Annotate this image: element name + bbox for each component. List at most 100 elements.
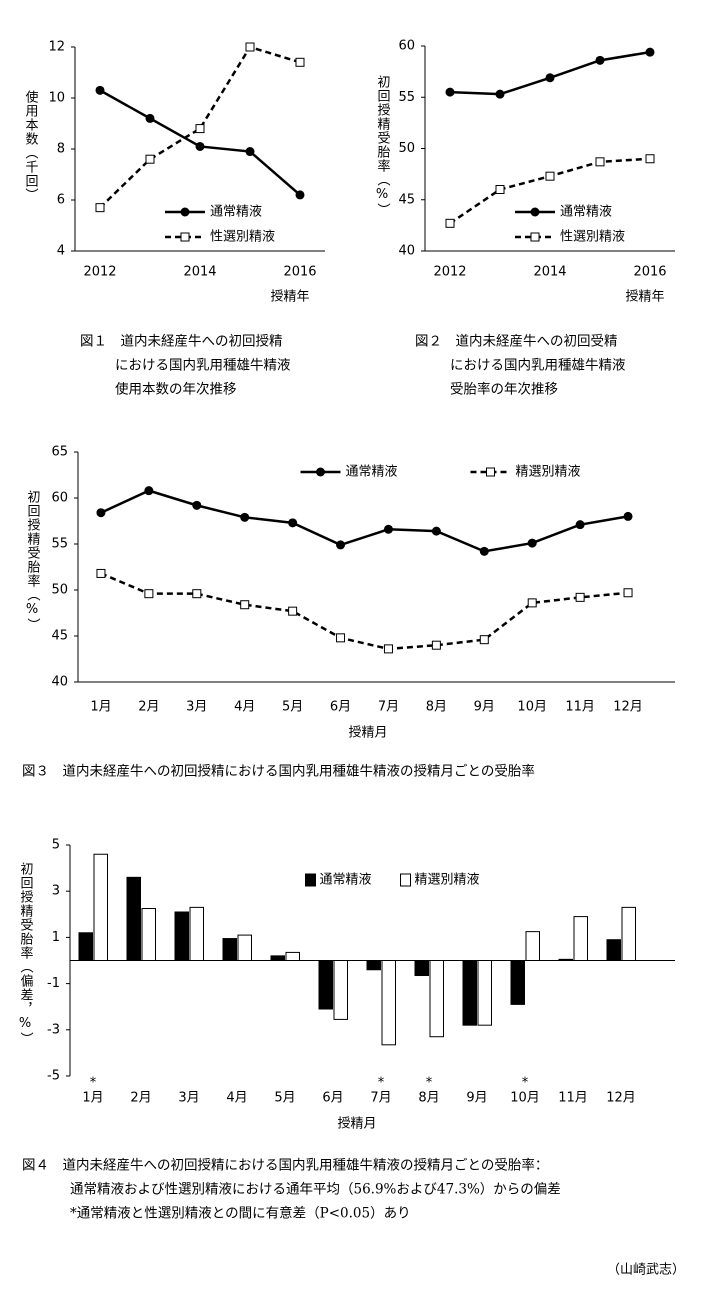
point bbox=[575, 592, 585, 602]
point bbox=[545, 73, 555, 83]
x-tick-label: 2012 bbox=[433, 265, 466, 280]
y-tick-label: 3 bbox=[52, 884, 60, 899]
y-tick-label: 45 bbox=[398, 192, 415, 207]
x-axis-label: 授精年 bbox=[270, 290, 309, 305]
point bbox=[645, 47, 655, 57]
y-tick-label: 4 bbox=[57, 244, 65, 259]
x-tick-label: 2012 bbox=[83, 265, 116, 280]
point bbox=[445, 218, 455, 228]
y-tick-label: 5 bbox=[52, 838, 60, 853]
x-tick-label: 6月 bbox=[330, 700, 351, 715]
x-tick-label: 1月 bbox=[82, 1091, 103, 1106]
bar bbox=[429, 960, 444, 1038]
x-tick-label: 8月 bbox=[418, 1091, 439, 1106]
point bbox=[245, 42, 255, 52]
y-tick-label: -3 bbox=[47, 1022, 60, 1037]
x-tick-label: 6月 bbox=[322, 1091, 343, 1106]
bar bbox=[222, 938, 237, 961]
significance-mark: * bbox=[426, 1076, 433, 1091]
y-tick-label: 55 bbox=[51, 537, 68, 552]
point bbox=[479, 635, 489, 645]
significance-mark: * bbox=[90, 1076, 97, 1091]
point bbox=[545, 171, 555, 181]
point bbox=[595, 55, 605, 65]
y-tick-label: 8 bbox=[57, 142, 65, 157]
point bbox=[445, 87, 455, 97]
bar bbox=[174, 911, 189, 961]
x-tick-label: 10月 bbox=[510, 1091, 540, 1106]
bar bbox=[573, 916, 588, 961]
bar bbox=[414, 960, 429, 977]
y-axis-label: 初回授精受胎率（%） bbox=[25, 490, 41, 632]
y-axis-label: 初回授精受胎率（%） bbox=[375, 75, 391, 217]
y-tick-label: 60 bbox=[51, 491, 68, 506]
legend-swatch bbox=[305, 873, 316, 887]
x-tick-label: 4月 bbox=[226, 1091, 247, 1106]
legend-marker bbox=[530, 207, 540, 217]
point bbox=[288, 606, 298, 616]
bar bbox=[558, 958, 573, 961]
point bbox=[145, 154, 155, 164]
y-tick-label: -1 bbox=[47, 976, 60, 991]
point bbox=[195, 141, 205, 151]
x-tick-label: 12月 bbox=[606, 1091, 636, 1106]
y-tick-label: 40 bbox=[51, 675, 68, 690]
caption: 使用本数の年次推移 bbox=[115, 381, 237, 398]
series-line bbox=[99, 45, 301, 209]
y-tick-label: 6 bbox=[57, 193, 65, 208]
bar bbox=[237, 934, 252, 962]
point bbox=[240, 600, 250, 610]
legend-marker bbox=[316, 467, 325, 477]
x-axis-label: 授精月 bbox=[348, 726, 387, 741]
bar bbox=[126, 876, 141, 962]
y-tick-label: 10 bbox=[48, 91, 65, 106]
y-axis-label: 使用本数（千回） bbox=[23, 89, 39, 202]
x-tick-label: 11月 bbox=[558, 1091, 588, 1106]
x-tick-label: 7月 bbox=[378, 700, 399, 715]
bar bbox=[621, 906, 636, 961]
caption: 図４ 道内未経産牛への初回授精における国内乳用種雄牛精液の授精月ごとの受胎率： bbox=[22, 1157, 548, 1174]
bar bbox=[381, 960, 396, 1046]
bar bbox=[78, 932, 93, 962]
x-tick-label: 11月 bbox=[565, 700, 595, 715]
legend-marker bbox=[180, 207, 190, 217]
y-tick-label: 50 bbox=[51, 583, 68, 598]
point bbox=[336, 633, 346, 643]
x-axis-label: 授精年 bbox=[625, 290, 664, 305]
x-tick-label: 2016 bbox=[633, 265, 666, 280]
bar bbox=[93, 853, 108, 961]
author: （山崎武志） bbox=[607, 1263, 685, 1278]
point bbox=[336, 540, 346, 550]
y-tick-label: 60 bbox=[398, 39, 415, 54]
legend-label: 精選別精液 bbox=[516, 465, 581, 480]
point bbox=[479, 546, 489, 556]
caption: 図２ 道内未経産牛への初回受精 bbox=[415, 333, 618, 350]
point bbox=[495, 185, 505, 194]
bar bbox=[333, 960, 348, 1020]
series-line bbox=[449, 50, 651, 96]
y-tick-label: 55 bbox=[398, 90, 415, 105]
x-tick-label: 9月 bbox=[466, 1091, 487, 1106]
bar bbox=[285, 951, 300, 961]
point bbox=[192, 589, 202, 599]
y-tick-label: 45 bbox=[51, 629, 68, 644]
y-tick-label: -5 bbox=[47, 1069, 60, 1084]
caption: 通常精液および性選別精液における通年平均（56.9%および47.3%）からの偏差 bbox=[70, 1182, 561, 1198]
bar bbox=[510, 960, 525, 1005]
legend-marker bbox=[530, 232, 540, 242]
x-tick-label: 10月 bbox=[517, 700, 547, 715]
caption: *通常精液と性選別精液との間に有意差（P<0.05）あり bbox=[70, 1205, 411, 1222]
significance-mark: * bbox=[378, 1076, 385, 1091]
y-tick-label: 12 bbox=[48, 40, 65, 55]
x-tick-label: 5月 bbox=[274, 1091, 295, 1106]
x-tick-label: 12月 bbox=[613, 700, 643, 715]
bar bbox=[606, 939, 621, 962]
series-line bbox=[100, 572, 629, 651]
point bbox=[95, 203, 105, 213]
caption: 図３ 道内未経産牛への初回授精における国内乳用種雄牛精液の授精月ごとの受胎率 bbox=[22, 763, 535, 780]
point bbox=[623, 511, 633, 521]
point bbox=[240, 512, 250, 522]
x-tick-label: 5月 bbox=[282, 700, 303, 715]
point bbox=[245, 147, 255, 157]
